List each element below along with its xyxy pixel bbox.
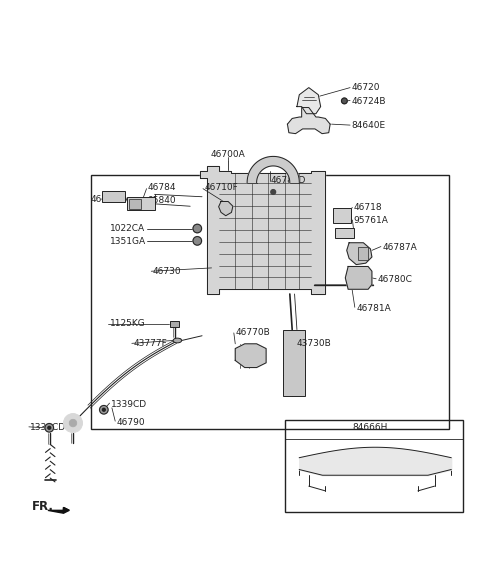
Bar	[285, 420, 463, 512]
Bar	[333, 208, 351, 223]
Circle shape	[271, 189, 276, 195]
Text: 84666H: 84666H	[353, 423, 388, 432]
Circle shape	[102, 408, 105, 411]
Text: 1125KG: 1125KG	[109, 319, 145, 328]
Text: 46784C: 46784C	[91, 195, 125, 203]
Polygon shape	[63, 507, 69, 513]
Text: 43730B: 43730B	[297, 339, 332, 348]
Text: 46724B: 46724B	[351, 98, 386, 106]
Text: 46770B: 46770B	[235, 329, 270, 338]
Bar	[358, 246, 368, 260]
Polygon shape	[247, 156, 300, 182]
Text: 46710F: 46710F	[204, 183, 238, 192]
Text: 46784D: 46784D	[271, 176, 306, 185]
Polygon shape	[347, 243, 372, 265]
Text: 43777F: 43777F	[133, 339, 167, 348]
Ellipse shape	[173, 338, 181, 343]
Bar	[127, 197, 155, 211]
Polygon shape	[235, 344, 266, 368]
Circle shape	[63, 413, 83, 433]
Text: 46780C: 46780C	[378, 275, 412, 284]
Text: 46781A: 46781A	[356, 304, 391, 313]
Polygon shape	[200, 166, 325, 294]
Text: FR.: FR.	[32, 500, 54, 513]
Text: 1339CD: 1339CD	[30, 423, 66, 432]
Text: 95761A: 95761A	[354, 216, 389, 225]
Text: 1351GA: 1351GA	[109, 238, 145, 246]
Text: 46787A: 46787A	[383, 243, 417, 252]
Bar	[129, 199, 141, 209]
Circle shape	[193, 236, 202, 245]
Bar	[91, 175, 449, 429]
Text: 46790: 46790	[117, 417, 145, 427]
Bar	[335, 228, 354, 238]
Text: 1339CD: 1339CD	[111, 400, 147, 409]
Bar	[283, 330, 305, 396]
Polygon shape	[345, 266, 372, 289]
Polygon shape	[48, 507, 69, 513]
Circle shape	[193, 224, 202, 233]
Polygon shape	[219, 202, 233, 216]
Polygon shape	[288, 108, 330, 133]
Text: 84640E: 84640E	[351, 121, 385, 130]
Text: 46784: 46784	[147, 183, 176, 192]
Circle shape	[342, 98, 347, 103]
Circle shape	[99, 406, 108, 414]
Circle shape	[45, 423, 54, 432]
Text: 46718: 46718	[354, 203, 383, 212]
Bar	[170, 320, 179, 327]
Bar	[102, 191, 125, 202]
Text: 46720: 46720	[351, 83, 380, 92]
Text: 46730: 46730	[152, 267, 181, 276]
Circle shape	[48, 426, 51, 429]
Circle shape	[69, 419, 77, 427]
Text: 1022CA: 1022CA	[109, 224, 144, 233]
Text: 46700A: 46700A	[211, 149, 245, 159]
Polygon shape	[297, 88, 321, 113]
Text: 95840: 95840	[147, 196, 176, 205]
